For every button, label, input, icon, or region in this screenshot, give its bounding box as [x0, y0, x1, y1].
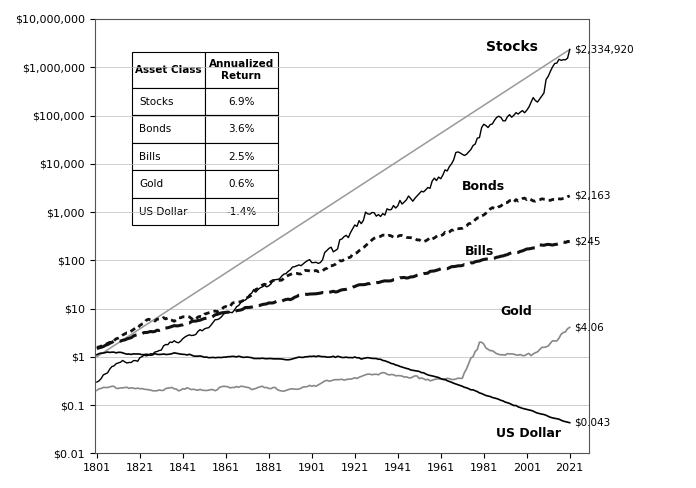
Text: Bills: Bills [465, 245, 494, 258]
Text: $2,163: $2,163 [574, 191, 610, 201]
Text: US Dollar: US Dollar [496, 427, 562, 440]
Text: $2,334,920: $2,334,920 [574, 44, 633, 55]
Text: Stocks: Stocks [486, 40, 537, 54]
Text: Gold: Gold [500, 305, 532, 318]
Text: Bonds: Bonds [462, 181, 505, 193]
Text: $0.043: $0.043 [574, 418, 610, 427]
Text: $4.06: $4.06 [574, 323, 603, 332]
Text: $245: $245 [574, 237, 601, 246]
